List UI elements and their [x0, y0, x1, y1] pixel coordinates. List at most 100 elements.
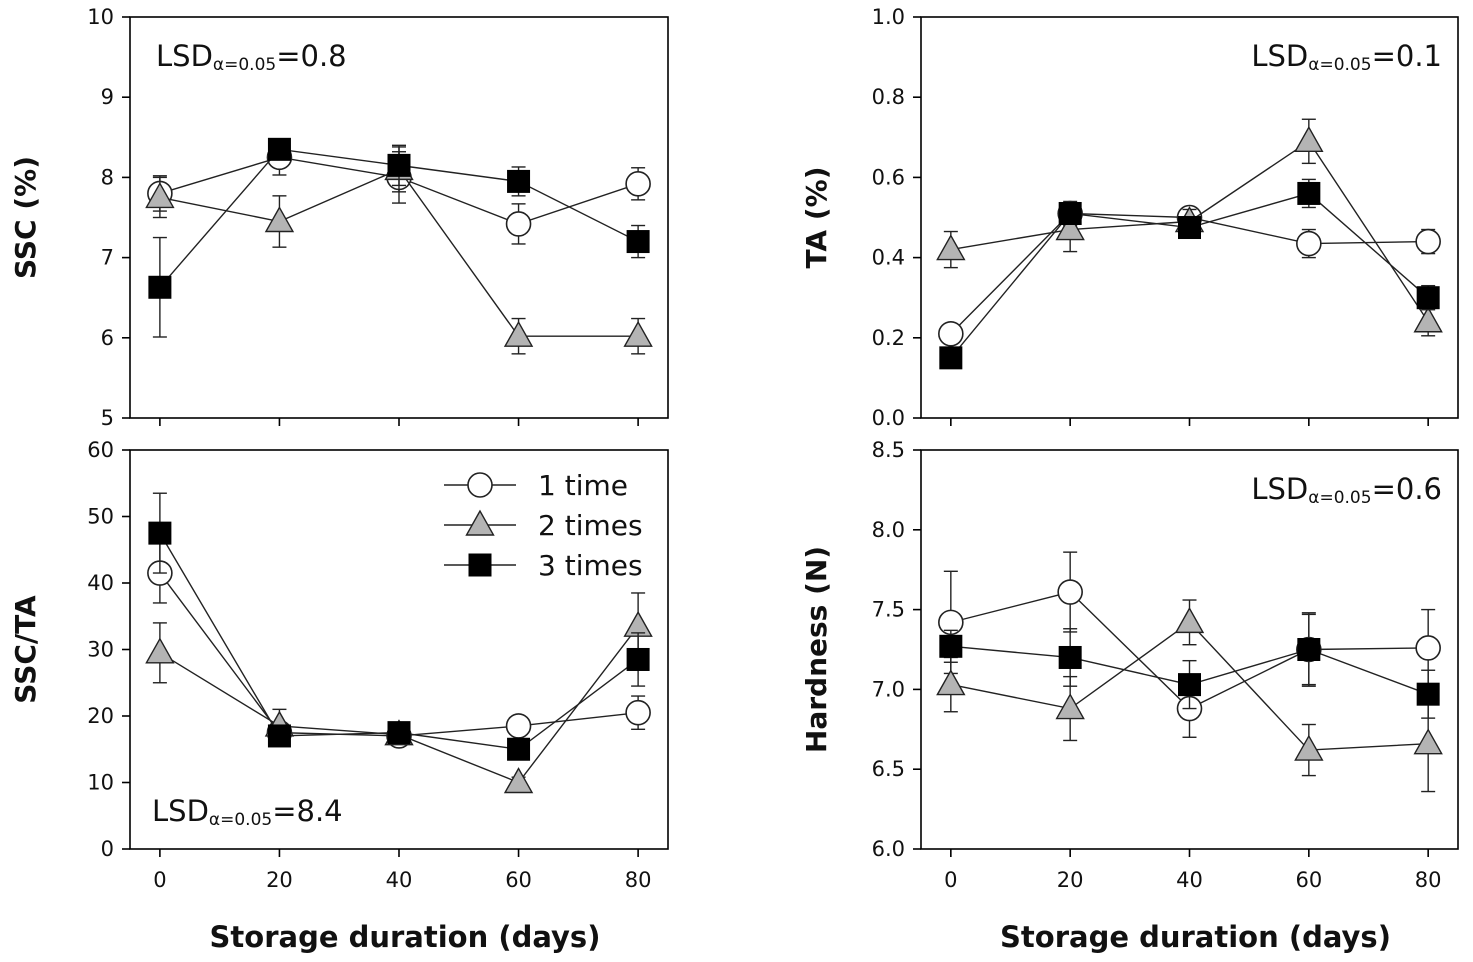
x-tick-label: 60 — [1295, 868, 1322, 892]
data-point-square — [507, 737, 531, 761]
data-point-square — [626, 230, 650, 254]
y-tick-label: 6.0 — [872, 837, 905, 861]
data-point-square — [1297, 181, 1321, 205]
data-point-square — [1416, 682, 1440, 706]
legend-marker-circle — [467, 472, 493, 498]
y-tick-label: 20 — [87, 704, 114, 728]
legend-marker-triangle — [465, 509, 495, 536]
y-tick-label: 0.8 — [872, 85, 905, 109]
legend-label: 3 times — [538, 549, 643, 582]
lsd-subscript: α=0.05 — [1308, 488, 1371, 508]
series-square — [939, 178, 1440, 370]
y-tick-label: 30 — [87, 638, 114, 662]
y-tick-label: 60 — [87, 438, 114, 462]
data-point-circle — [1296, 230, 1322, 257]
x-tick-label: 80 — [625, 868, 652, 892]
x-axis-title: Storage duration (days) — [1000, 920, 1391, 954]
chart-panel-top-left: 5 6 7 8 9 10 SSC (%) LSDα=0.05=0.8 — [9, 5, 669, 430]
lsd-annotation: LSDα=0.05=0.6 — [1251, 472, 1442, 508]
lsd-subscript: α=0.05 — [209, 810, 272, 830]
data-point-triangle — [264, 206, 295, 233]
x-tick-label: 0 — [944, 868, 957, 892]
data-point-square — [626, 647, 650, 671]
data-point-circle — [1057, 579, 1083, 605]
x-tick-label: 0 — [153, 868, 166, 892]
data-point-circle — [505, 211, 532, 237]
data-point-triangle — [1055, 693, 1085, 720]
lsd-annotation: LSDα=0.05=0.8 — [156, 39, 347, 75]
data-point-square — [1058, 201, 1082, 225]
data-point-square — [387, 153, 411, 177]
data-point-triangle — [145, 637, 175, 664]
y-axis-title: SSC/TA — [9, 595, 42, 704]
data-point-triangle — [1413, 728, 1443, 755]
lsd-value: =8.4 — [272, 794, 342, 828]
data-point-square — [1058, 645, 1082, 669]
data-point-square — [387, 721, 411, 745]
y-tick-label: 8 — [101, 165, 114, 189]
data-point-triangle — [1055, 214, 1085, 241]
legend: 1 time 2 times 3 times — [444, 469, 643, 582]
y-tick-label: 7.5 — [872, 598, 905, 622]
data-point-circle — [625, 171, 651, 197]
series-triangle — [145, 592, 653, 794]
x-tick-label: 80 — [1415, 868, 1442, 892]
chart-panel-top-right: 0.0 0.2 0.4 0.6 0.8 1.0 TA (%) LSDα=0.05=0.1 — [800, 5, 1459, 430]
y-tick-label: 1.0 — [872, 5, 905, 29]
y-tick-label: 10 — [87, 5, 114, 29]
series-triangle — [145, 146, 653, 355]
legend-entry: 2 times — [444, 509, 643, 542]
y-tick-label: 10 — [87, 771, 114, 795]
y-tick-label: 6.5 — [872, 757, 905, 781]
data-point-circle — [1415, 228, 1441, 255]
y-axis-title: Hardness (N) — [800, 546, 833, 753]
y-tick-label: 50 — [87, 505, 114, 529]
plot-frame — [920, 449, 1459, 850]
series-triangle — [936, 599, 1443, 793]
x-tick-label: 20 — [266, 868, 293, 892]
data-point-triangle — [1174, 606, 1205, 634]
x-tick-label: 40 — [386, 868, 413, 892]
lsd-value: =0.8 — [276, 39, 346, 73]
legend-label: 2 times — [538, 509, 643, 542]
y-tick-label: 9 — [101, 85, 114, 109]
x-tick-label: 40 — [1176, 868, 1203, 892]
data-point-square — [148, 275, 172, 299]
lsd-value: =0.6 — [1372, 472, 1442, 506]
data-point-circle — [625, 699, 651, 726]
data-point-square — [267, 137, 291, 161]
legend-entry: 3 times — [444, 549, 643, 582]
chart-panel-bottom-right: 6.0 6.5 7.0 7.5 8.0 8.5 0 20 40 60 80 Hardness (N) S… — [800, 438, 1459, 954]
data-point-square — [148, 521, 172, 545]
data-point-square — [939, 634, 963, 658]
data-point-triangle — [623, 320, 653, 347]
data-point-square — [1178, 216, 1201, 240]
data-point-triangle — [936, 234, 966, 261]
data-point-triangle — [936, 669, 966, 696]
y-tick-label: 0 — [101, 837, 114, 861]
chart-panel-bottom-left: 0 10 20 30 40 50 60 0 20 40 60 80 SSC/TA Storage dura… — [9, 438, 669, 954]
data-point-square — [507, 169, 531, 193]
series-square — [148, 492, 650, 761]
y-tick-label: 5 — [101, 406, 114, 430]
data-point-square — [267, 724, 291, 748]
lsd-value: =0.1 — [1372, 39, 1442, 73]
data-point-circle — [505, 713, 532, 739]
legend-entry: 1 time — [444, 469, 628, 502]
lsd-annotation: LSDα=0.05=8.4 — [152, 794, 343, 830]
lsd-subscript: α=0.05 — [213, 55, 276, 75]
data-point-square — [1178, 673, 1201, 697]
series-square — [148, 137, 650, 338]
legend-marker-square — [468, 553, 492, 577]
lsd-annotation: LSDα=0.05=0.1 — [1251, 39, 1442, 75]
y-tick-label: 7 — [101, 246, 114, 270]
y-axis-title: TA (%) — [800, 167, 833, 269]
data-point-triangle — [1294, 734, 1324, 761]
y-tick-label: 0.4 — [872, 246, 905, 270]
lsd-subscript: α=0.05 — [1308, 55, 1371, 75]
plot-frame — [129, 16, 669, 419]
data-point-triangle — [503, 767, 534, 794]
data-point-triangle — [1294, 125, 1324, 153]
x-tick-label: 20 — [1057, 868, 1084, 892]
y-tick-label: 8.0 — [872, 518, 905, 542]
